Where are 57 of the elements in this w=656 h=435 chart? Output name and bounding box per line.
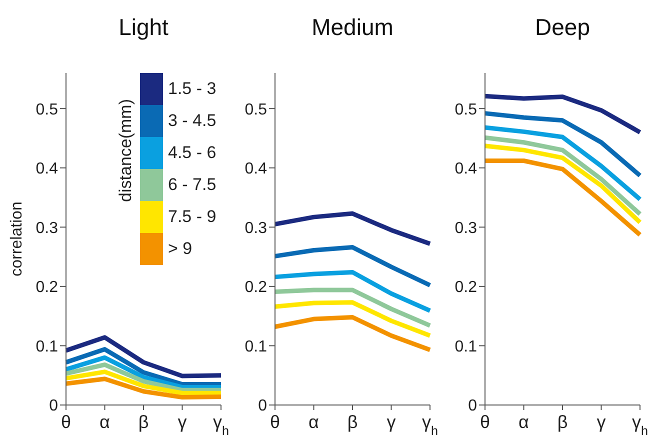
y-tick-label: 0.1 [454,338,478,356]
y-tick-label: 0.4 [454,160,478,178]
x-tick-label: θ [270,412,280,432]
y-tick-label: 0.3 [454,220,478,237]
line-series [482,144,642,225]
y-tick-label: 0.3 [244,220,268,237]
x-tick-label: γ$_{h}$ [632,412,648,435]
x-tick-label: γ [596,412,606,432]
x-tick-label: α [100,412,110,432]
x-tick-label: θ [480,412,490,432]
y-tick-label: 0 [258,398,268,415]
legend-label: 7.5 - 9 [168,207,216,227]
y-tick-label: 0.5 [454,101,478,118]
chart-title: Light [118,14,170,41]
legend-label: > 9 [168,239,192,259]
y-tick-label: 0.5 [244,101,268,118]
y-tick-label: 0 [49,398,58,415]
chart-title: Deep [534,14,591,41]
y-tick-label: 0.1 [36,338,58,356]
x-tick-label: α [308,412,319,432]
y-axis-title: correlation [8,202,26,276]
line-series [64,335,224,378]
y-tick-label: 0.1 [244,338,268,356]
line-series [272,270,432,313]
x-tick-label: β [138,412,149,432]
y-tick-label: 0.3 [36,220,58,237]
x-tick-label: γ$_{h}$ [422,412,438,435]
line-series [482,135,642,216]
y-tick-label: 0.4 [36,160,58,178]
y-tick-label: 0.2 [244,279,268,296]
y-tick-label: 0.2 [36,279,58,296]
x-tick-label: α [518,412,529,432]
legend-label: 6 - 7.5 [168,175,216,195]
y-tick-label: 0 [468,398,478,415]
legend-title: distance(mm) [116,98,136,202]
line-series [272,245,432,288]
legend-label: 3 - 4.5 [168,111,216,131]
line-series [272,315,432,352]
line-series [272,211,432,246]
x-tick-label: θ [60,412,72,432]
x-tick-label: γ [386,412,396,432]
y-tick-label: 0.5 [36,101,58,118]
x-tick-label: γ$_{h}$ [212,412,230,435]
line-series [482,94,642,135]
chart-title: Medium [310,14,394,41]
x-tick-label: β [347,412,358,432]
y-tick-label: 0.2 [454,279,478,296]
y-tick-label: 0.4 [244,160,268,178]
line-series [272,288,432,328]
line-series [482,111,642,178]
legend-label: 1.5 - 3 [168,79,216,99]
line-series [272,300,432,338]
line-series [64,376,224,400]
line-series [482,125,642,202]
x-tick-label: γ [178,412,187,432]
legend-label: 4.5 - 6 [168,143,216,163]
x-tick-label: β [557,412,568,432]
